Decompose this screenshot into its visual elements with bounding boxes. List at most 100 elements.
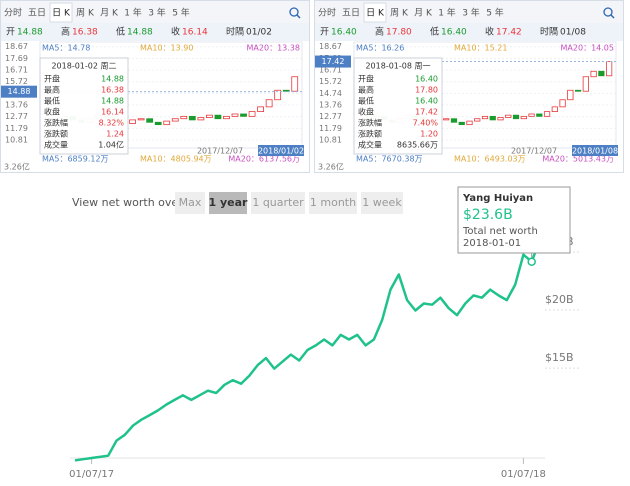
- candle: [505, 114, 512, 118]
- tab[interactable]: 月 K: [414, 8, 433, 19]
- candle: [197, 117, 205, 121]
- range-button[interactable]: [361, 192, 403, 214]
- price-cursor: 17.42: [322, 57, 345, 66]
- tab[interactable]: 周 K: [76, 8, 95, 19]
- tooltip-label: 最高: [44, 85, 60, 95]
- y-tick-label: 16.71: [319, 65, 342, 74]
- ma-bottom: MA20：6137.56万: [228, 155, 300, 164]
- y-tick-label: 10.81: [5, 135, 28, 144]
- tooltip-label: 最高: [358, 85, 374, 95]
- y-tick-label: 15.72: [319, 77, 342, 86]
- tooltip-value: 8635.66万: [397, 141, 438, 150]
- tab[interactable]: 周 K: [390, 8, 409, 19]
- tooltip-value: 14.88: [101, 75, 124, 84]
- candle: [497, 117, 504, 121]
- tooltip-label: 最低: [358, 96, 374, 106]
- quote-value: 17.80: [386, 28, 412, 38]
- x-tick-label: 01/07/18: [501, 469, 546, 480]
- ma-top: MA10：15.21: [454, 44, 507, 53]
- range-button-label[interactable]: 1 quarter: [252, 196, 304, 209]
- date-label: 2017/12/07: [197, 147, 243, 156]
- price-cursor-box: [315, 55, 351, 68]
- tab-selected: [49, 2, 73, 23]
- candle: [528, 113, 535, 117]
- tab[interactable]: 月 K: [100, 8, 119, 19]
- y-tick-label: 17.69: [5, 54, 28, 63]
- candle: [248, 111, 256, 117]
- candle: [536, 113, 543, 117]
- ma-bottom: MA20：5013.43万: [542, 155, 614, 164]
- candle: [582, 76, 589, 92]
- volume-label: 3.26亿: [318, 162, 344, 172]
- candle: [574, 89, 582, 92]
- candle: [265, 99, 273, 108]
- tooltip-label: 开盘: [358, 74, 374, 84]
- candle: [567, 89, 574, 101]
- candle: [559, 99, 566, 108]
- ma-top: MA10：13.90: [140, 44, 193, 53]
- tab[interactable]: 1 年: [438, 7, 456, 19]
- tooltip-caption: Total net worth: [462, 226, 538, 237]
- quote-label: 收: [171, 26, 180, 38]
- quote-label: 开: [6, 27, 15, 38]
- range-button[interactable]: [175, 192, 205, 214]
- range-button[interactable]: [309, 192, 357, 214]
- quote-value: 16.14: [182, 28, 208, 38]
- tab[interactable]: 分时: [318, 7, 336, 19]
- ma-bottom: MA10：4805.94万: [140, 155, 212, 164]
- candle: [489, 115, 496, 121]
- y-tick-label: $20B: [545, 293, 574, 306]
- tooltip-value: 1.04亿: [98, 140, 124, 150]
- date-cursor: 2018/01/08: [572, 147, 618, 156]
- candle: [223, 115, 230, 120]
- tooltip-value: 14.88: [101, 97, 124, 106]
- zoom-icon[interactable]: [603, 7, 613, 17]
- tab[interactable]: 5 年: [486, 7, 504, 19]
- candle: [598, 70, 605, 77]
- volume-label: 3.26亿: [4, 162, 30, 172]
- quote-label: 高: [61, 26, 70, 38]
- candle: [291, 76, 299, 92]
- tab[interactable]: 五日: [28, 8, 46, 19]
- range-button[interactable]: [209, 192, 247, 214]
- y-tick-label: 11.79: [5, 124, 28, 133]
- candle: [206, 114, 213, 118]
- candle: [606, 61, 613, 77]
- range-button-label[interactable]: Max: [179, 196, 202, 209]
- quote-label: 时隔: [226, 26, 244, 38]
- candle: [137, 118, 145, 121]
- tab[interactable]: 分时: [4, 7, 22, 19]
- candle: [274, 89, 282, 101]
- tab[interactable]: 1 年: [124, 7, 142, 19]
- candle: [458, 121, 465, 126]
- candle: [171, 118, 179, 122]
- tooltip-label: 涨跌幅: [358, 118, 382, 128]
- tab[interactable]: 日 K: [366, 8, 385, 19]
- tab[interactable]: 5 年: [172, 7, 190, 19]
- zoom-handle: [610, 14, 615, 19]
- ma-top: MA5：16.26: [356, 44, 404, 53]
- candle: [180, 115, 188, 120]
- candle: [551, 106, 558, 113]
- tab[interactable]: 3 年: [148, 7, 166, 19]
- ma-top: MA20：13.38: [247, 44, 300, 53]
- tab[interactable]: 日 K: [52, 8, 71, 19]
- quote-value: 17.42: [496, 28, 522, 38]
- tooltip-label: 涨跌幅: [44, 118, 68, 128]
- candle: [590, 70, 597, 78]
- ma-bottom: MA5：6859.12万: [42, 155, 109, 164]
- zoom-icon[interactable]: [289, 7, 299, 17]
- range-button-label[interactable]: 1 month: [310, 196, 356, 209]
- tooltip-label: 开盘: [44, 74, 60, 84]
- price-cursor-box: [1, 85, 37, 98]
- candle: [466, 120, 473, 126]
- tab[interactable]: 五日: [342, 8, 360, 19]
- range-button-label[interactable]: 1 week: [362, 196, 402, 209]
- tab[interactable]: 3 年: [462, 7, 480, 19]
- range-button[interactable]: [251, 192, 305, 214]
- range-button-label[interactable]: 1 year: [209, 196, 249, 209]
- candle: [282, 89, 290, 92]
- quote-label: 开: [320, 27, 329, 38]
